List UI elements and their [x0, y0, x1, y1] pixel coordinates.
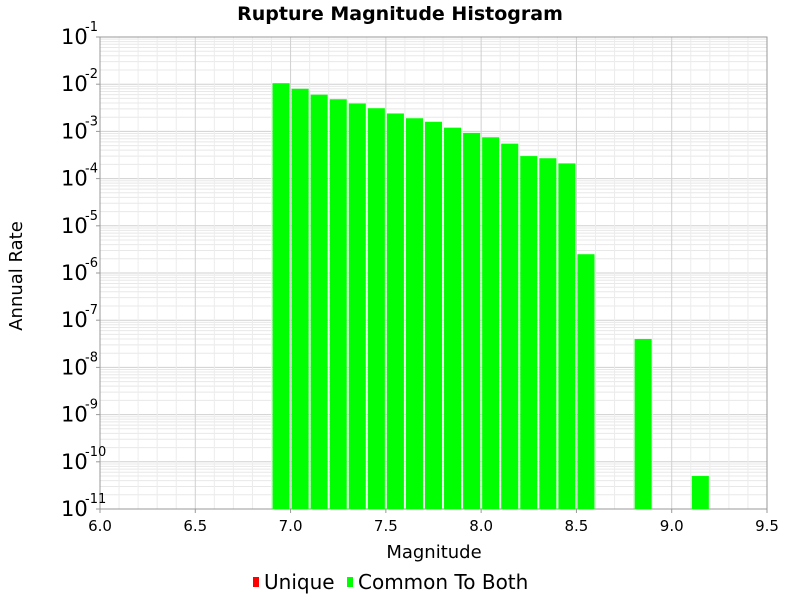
- y-tick-exponent: -11: [85, 492, 106, 507]
- x-tick-label: 7.0: [279, 517, 303, 535]
- legend: Unique Common To Both: [253, 570, 528, 594]
- x-tick-label: 7.5: [374, 517, 398, 535]
- bar: [272, 83, 290, 510]
- legend-label-unique: Unique: [264, 570, 335, 594]
- x-tick-label: 6.0: [88, 517, 112, 535]
- y-tick-exponent: -1: [85, 20, 98, 35]
- legend-swatch-common-to-both: [347, 577, 353, 587]
- y-tick-exponent: -2: [85, 67, 98, 82]
- y-tick-exponent: -4: [85, 162, 98, 177]
- bar: [577, 254, 595, 509]
- bar: [386, 113, 404, 509]
- y-tick-label: 10: [61, 261, 88, 285]
- y-tick-label: 10: [61, 72, 88, 96]
- bar: [558, 163, 576, 510]
- bar: [482, 137, 500, 509]
- bars: [272, 83, 709, 510]
- chart-title: Rupture Magnitude Histogram: [237, 3, 563, 25]
- x-tick-label: 8.0: [469, 517, 493, 535]
- y-tick-exponent: -6: [85, 256, 98, 271]
- bar: [463, 132, 481, 509]
- legend-swatch-unique: [253, 577, 259, 587]
- bar: [367, 108, 385, 509]
- bar: [444, 127, 462, 509]
- legend-label-common-to-both: Common To Both: [358, 570, 528, 594]
- y-tick-exponent: -8: [85, 350, 98, 365]
- y-tick-exponent: -5: [85, 209, 98, 224]
- bar: [501, 143, 519, 509]
- x-tick-label: 9.0: [660, 517, 684, 535]
- y-tick-label: 10: [61, 497, 88, 521]
- y-tick-label: 10: [61, 403, 88, 427]
- bar: [310, 94, 328, 509]
- y-tick-label: 10: [61, 167, 88, 191]
- y-axis-ticks: 10-110-210-310-410-510-610-710-810-910-1…: [61, 20, 106, 521]
- x-axis-ticks: 6.0 6.5 7.0 7.5 8.0 8.5 9.0 9.5: [88, 509, 779, 535]
- y-tick-label: 10: [61, 308, 88, 332]
- x-tick-label: 9.5: [755, 517, 779, 535]
- x-tick-label: 6.5: [183, 517, 207, 535]
- y-tick-exponent: -7: [85, 303, 98, 318]
- bar: [424, 121, 443, 509]
- bar: [520, 156, 538, 509]
- y-tick-label: 10: [61, 450, 88, 474]
- bar: [634, 338, 652, 509]
- bar: [291, 88, 309, 509]
- y-axis-label: Annual Rate: [6, 221, 27, 331]
- bar: [329, 99, 347, 509]
- y-tick-exponent: -9: [85, 398, 98, 413]
- bar: [539, 158, 557, 509]
- x-axis-label: Magnitude: [386, 542, 481, 563]
- bar: [691, 476, 709, 509]
- x-tick-label: 8.5: [564, 517, 588, 535]
- bar: [348, 103, 366, 510]
- y-tick-label: 10: [61, 355, 88, 379]
- bar: [405, 118, 423, 509]
- y-tick-exponent: -10: [85, 445, 106, 460]
- y-tick-label: 10: [61, 214, 88, 238]
- y-tick-label: 10: [61, 119, 88, 143]
- y-tick-label: 10: [61, 25, 88, 49]
- y-tick-exponent: -3: [85, 114, 98, 129]
